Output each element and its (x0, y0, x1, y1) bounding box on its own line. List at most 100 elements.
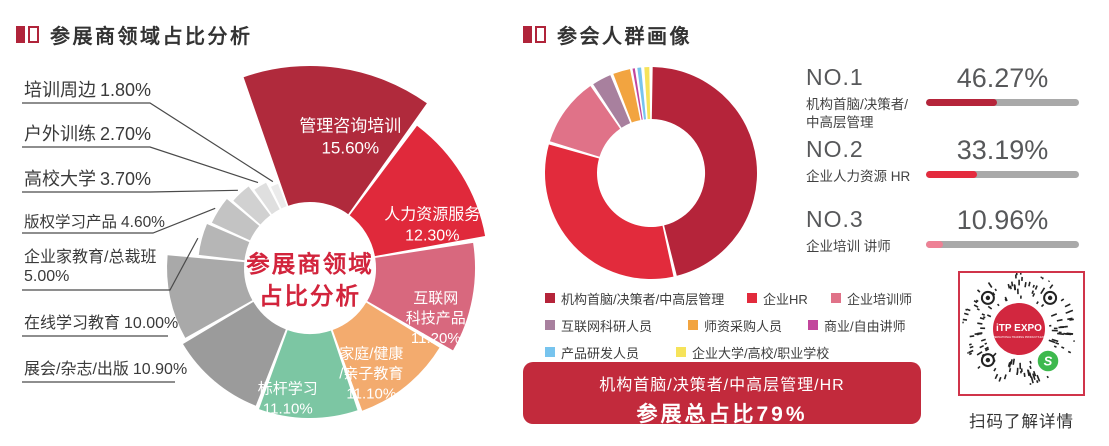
rank-number: NO.2 (806, 136, 864, 162)
legend-label: 产品研发人员 (561, 345, 640, 361)
left-chart-title: 参展商领域占比分析 (50, 26, 253, 48)
legend-item: 师资采购人员 (688, 318, 783, 334)
section-marker-outline-icon (28, 26, 39, 43)
legend-swatch (747, 293, 757, 303)
banner-line-1: 机构首脑/决策者/中高层管理/HR (599, 377, 845, 394)
pie-slice (183, 301, 286, 406)
rank-progress-fill (926, 241, 943, 248)
rank-percent: 33.19% (956, 135, 1049, 165)
section-marker-icon (16, 26, 25, 43)
right-chart-title: 参会人群画像 (557, 26, 692, 48)
pie-slice (349, 125, 486, 257)
pie-slice (198, 224, 250, 261)
pie-slice (332, 302, 440, 411)
slice-inner-label: 家庭/健康/亲子教育 11.10% (339, 345, 403, 402)
itp-expo-logo-subtext: INTERNATIONAL TRAINING PRODUCTS EXPO (991, 335, 1048, 339)
legend-item: 企业培训师 (831, 291, 913, 307)
rank-progress-bar (926, 171, 1079, 178)
pie-slice (211, 199, 260, 241)
ranking-item: NO.1 机构首脑/决策者/ 中高层管理 46.27% (806, 64, 1106, 131)
pie-slice (259, 330, 358, 419)
ranking-item: NO.2 企业人力资源 HR 33.19% (806, 136, 1106, 186)
legend-label: 企业培训师 (847, 291, 913, 307)
itp-expo-logo-text: iTP EXPO (996, 323, 1042, 334)
left-section-header: 参展商领域占比分析 (16, 20, 253, 49)
svg-text:S: S (1044, 354, 1053, 369)
wechat-miniprogram-icon (1035, 348, 1061, 374)
chart-center-label: 参展商领域占比分析 (246, 250, 374, 309)
rank-number: NO.3 (806, 206, 864, 232)
legend-swatch (808, 320, 818, 330)
rank-progress-bar (926, 99, 1079, 106)
pie-slice (254, 182, 280, 215)
qr-code: iTP EXPO INTERNATIONAL TRAINING PRODUCTS … (958, 271, 1085, 396)
slice-callout-label: 培训周边 1.80% (24, 80, 151, 100)
pie-slice (549, 86, 621, 157)
legend-label: 师资采购人员 (704, 318, 783, 334)
slice-inner-label: 人力资源服务 12.30% (384, 205, 480, 244)
rank-label: 企业培训 讲师 (806, 239, 891, 254)
right-section-header: 参会人群画像 (523, 20, 692, 49)
slice-callout-label: 展会/杂志/出版 10.90% (24, 360, 187, 378)
ranking-item: NO.3 企业培训 讲师 10.96% (806, 206, 1106, 256)
legend-swatch (545, 320, 555, 330)
pie-slice (632, 68, 643, 120)
leader-line (22, 146, 259, 184)
slice-callout-label: 户外训练 2.70% (24, 124, 151, 144)
rank-label: 机构首脑/决策者/ 中高层管理 (806, 97, 909, 130)
legend-swatch (831, 293, 841, 303)
rank-progress-bar (926, 241, 1079, 248)
leader-line (22, 207, 216, 234)
legend-label: 机构首脑/决策者/中高层管理 (561, 291, 725, 307)
pie-slice (644, 67, 651, 120)
pie-slice (243, 65, 427, 215)
section-marker-icon (523, 26, 532, 43)
slice-inner-label: 管理咨询培训 15.60% (299, 117, 401, 158)
legend-label: 企业大学/高校/职业学校 (692, 345, 830, 361)
pie-slice (613, 69, 641, 123)
rank-progress-fill (926, 99, 997, 106)
itp-expo-logo (991, 301, 1047, 357)
pie-slice (637, 67, 646, 120)
legend-label: 企业HR (763, 291, 808, 307)
leader-line (22, 189, 238, 193)
exhibitor-donut-chart: 管理咨询培训 15.60% 人力资源服务 12.30% 互联网科技产品 11.20%家庭/… (22, 65, 486, 419)
legend-label: 商业/自由讲师 (824, 318, 906, 334)
rank-percent: 46.27% (956, 63, 1049, 93)
banner-line-2: 参展总占比79% (636, 403, 808, 426)
legend-item: 企业大学/高校/职业学校 (676, 345, 830, 361)
slice-callout-label: 高校大学 3.70% (24, 169, 151, 189)
pie-slice (271, 183, 287, 209)
legend-item: 商业/自由讲师 (808, 318, 906, 334)
rank-progress-fill (926, 171, 977, 178)
legend-item: 产品研发人员 (545, 345, 640, 361)
legend-item: 企业HR (747, 291, 808, 307)
attendee-donut-chart (544, 67, 758, 280)
slice-inner-label: 互联网科技产品 11.20% (406, 290, 466, 347)
pie-slice (593, 75, 631, 128)
slice-callout-label: 版权学习产品 4.60% (24, 213, 165, 231)
legend-item: 机构首脑/决策者/中高层管理 (545, 291, 725, 307)
leader-line (22, 102, 274, 183)
pie-slice (233, 186, 271, 225)
summary-banner: 机构首脑/决策者/中高层管理/HR 参展总占比79% (523, 362, 921, 426)
pie-slice (167, 255, 253, 338)
rank-label: 企业人力资源 HR (806, 169, 911, 184)
pie-slice (367, 242, 476, 351)
legend-item: 互联网科研人员 (545, 318, 652, 334)
qr-caption: 扫码了解详情 (969, 413, 1074, 431)
legend-swatch (676, 347, 686, 357)
slice-callout-value: 5.00% (24, 268, 69, 285)
legend-swatch (688, 320, 698, 330)
section-marker-outline-icon (535, 26, 546, 43)
legend-swatch (545, 293, 555, 303)
rank-number: NO.1 (806, 64, 864, 90)
leader-line (22, 237, 199, 291)
slice-callout-label: 企业家教育/总裁班 (24, 248, 156, 266)
legend-swatch (545, 347, 555, 357)
rank-percent: 10.96% (956, 205, 1049, 235)
slice-callout-label: 在线学习教育 10.00% (24, 314, 178, 332)
pie-slice (651, 67, 758, 276)
